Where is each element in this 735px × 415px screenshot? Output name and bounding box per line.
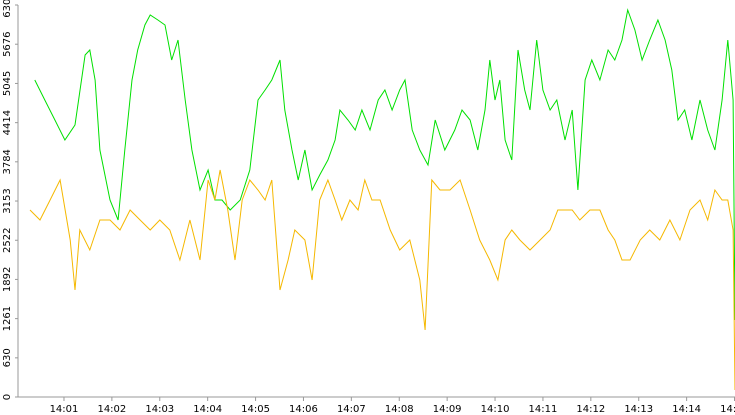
y-tick-label: 5676	[2, 31, 13, 56]
x-tick-label: 14:12	[576, 404, 605, 415]
x-tick-label: 14:07	[337, 404, 366, 415]
y-tick-label: 6307	[2, 0, 13, 18]
x-tick-label: 14:01	[50, 404, 79, 415]
x-tick-label: 14:02	[97, 404, 126, 415]
y-tick-label: 0	[2, 394, 13, 400]
x-tick-label: 14:09	[433, 404, 462, 415]
x-tick-label: 14:15	[720, 404, 735, 415]
series-line	[34, 8, 735, 321]
series-line	[29, 169, 735, 391]
x-tick-label: 14:06	[289, 404, 318, 415]
y-tick-label: 1261	[2, 306, 13, 331]
y-tick-label: 2522	[2, 228, 13, 253]
x-tick-label: 14:04	[193, 404, 222, 415]
x-tick-label: 14:14	[672, 404, 701, 415]
x-tick-label: 14:10	[481, 404, 510, 415]
y-tick-label: 5045	[2, 71, 13, 96]
x-tick-label: 14:05	[241, 404, 270, 415]
x-tick-label: 14:13	[624, 404, 653, 415]
y-tick-label: 4414	[2, 110, 13, 135]
x-tick-label: 14:11	[529, 404, 558, 415]
y-tick-label: 1892	[2, 267, 13, 292]
y-tick-label: 3153	[2, 188, 13, 213]
x-tick-label: 14:03	[145, 404, 174, 415]
x-tick-label: 14:08	[385, 404, 414, 415]
y-tick-label: 630	[2, 348, 13, 367]
y-tick-label: 3784	[2, 149, 13, 174]
